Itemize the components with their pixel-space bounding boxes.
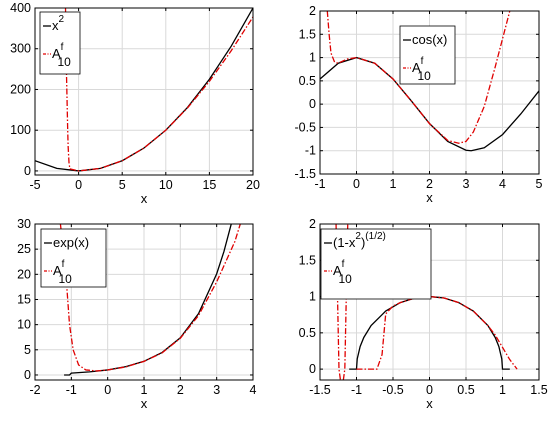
- y-tick-label: 200: [10, 82, 31, 96]
- y-tick-label: 2: [309, 217, 316, 231]
- x-axis-label: x: [141, 396, 148, 411]
- legend: exp(x) Af 10: [40, 228, 107, 288]
- chart-panel-semicircle: -1.5 -1 -0.5 0 0.5 1 1.5 0 0.5 1 1.5 2 x (1-x2)(1/2) A…: [299, 217, 548, 411]
- y-tick-label: 0.5: [299, 74, 316, 88]
- y-tick-label: 0: [309, 97, 316, 111]
- x-tick-label: 2: [177, 383, 184, 397]
- legend-box: [39, 11, 81, 75]
- x-tick-label: 1: [141, 383, 148, 397]
- x-tick-label: 20: [246, 178, 260, 192]
- chart-panel-exponential: -2 -1 0 1 2 3 4 0 5 10 15 20 25 30 x exp(x) Af 10: [17, 217, 256, 411]
- y-tick-label: 20: [17, 267, 31, 281]
- y-tick-label: 10: [17, 318, 31, 332]
- legend-label: cos(x): [412, 32, 447, 47]
- y-tick-label: 300: [10, 42, 31, 56]
- x-tick-label: -5: [29, 178, 40, 192]
- x-tick-label: 4: [250, 383, 257, 397]
- series-line: [35, 8, 253, 172]
- x-tick-label: 10: [159, 178, 173, 192]
- x-tick-label: 0: [104, 383, 111, 397]
- y-tick-label: 1: [309, 290, 316, 304]
- x-axis-label: x: [141, 191, 148, 206]
- y-tick-label: 30: [17, 217, 31, 231]
- legend-label: x2: [52, 14, 65, 33]
- y-tick-label: -1.5: [294, 167, 316, 181]
- x-tick-label: -2: [29, 383, 40, 397]
- y-tick-label: 0: [309, 362, 316, 376]
- plot-frame: [34, 7, 254, 176]
- legend-box: [320, 228, 432, 300]
- x-tick-label: 2: [426, 177, 433, 191]
- x-tick-label: 3: [463, 177, 470, 191]
- x-axis-label: x: [426, 190, 433, 205]
- legend: cos(x) Af 10: [399, 25, 456, 85]
- y-tick-label: 5: [24, 343, 31, 357]
- y-tick-label: 0: [24, 368, 31, 382]
- legend-label: Af 10: [53, 259, 72, 286]
- series-line: [326, 11, 511, 144]
- legend-box: [399, 25, 456, 85]
- y-tick-label: 0.5: [299, 326, 316, 340]
- x-tick-label: 0: [75, 178, 82, 192]
- x-tick-label: 0: [353, 177, 360, 191]
- x-tick-label: 15: [202, 178, 216, 192]
- legend: (1-x2)(1/2) Af 10: [320, 228, 432, 300]
- x-tick-label: 1: [499, 383, 506, 397]
- x-tick-label: 3: [213, 383, 220, 397]
- y-tick-label: 400: [10, 1, 31, 15]
- legend-label: (1-x2)(1/2): [333, 231, 386, 250]
- y-tick-label: -1: [305, 144, 316, 158]
- x-tick-label: -1: [66, 383, 77, 397]
- legend: x2 Af 10: [39, 11, 81, 75]
- series-line: [59, 224, 241, 372]
- x-tick-label: 5: [536, 177, 543, 191]
- x-axis-label: x: [426, 396, 433, 411]
- y-tick-label: 25: [17, 242, 31, 256]
- x-tick-label: -1.5: [309, 383, 331, 397]
- y-tick-label: 1.5: [299, 253, 316, 267]
- y-tick-label: 2: [309, 4, 316, 18]
- legend-label: Af 10: [412, 56, 431, 83]
- legend-label: Af 10: [333, 259, 352, 286]
- x-tick-label: 1: [390, 177, 397, 191]
- y-tick-label: 100: [10, 123, 31, 137]
- legend-label: exp(x): [53, 235, 89, 250]
- x-tick-label: -1: [351, 383, 362, 397]
- x-tick-label: 5: [119, 178, 126, 192]
- x-tick-label: 4: [499, 177, 506, 191]
- y-tick-label: 0: [24, 164, 31, 178]
- legend-box: [40, 228, 107, 288]
- y-tick-label: 1.5: [299, 27, 316, 41]
- x-tick-label: 0: [426, 383, 433, 397]
- series-line: [64, 8, 253, 172]
- y-tick-label: -0.5: [294, 120, 316, 134]
- x-tick-label: -1: [314, 177, 325, 191]
- x-tick-label: 0.5: [457, 383, 474, 397]
- y-tick-label: 15: [17, 292, 31, 306]
- x-tick-label: -0.5: [382, 383, 404, 397]
- y-tick-label: 1: [309, 51, 316, 65]
- legend-label: Af 10: [52, 42, 71, 69]
- x-tick-label: 1.5: [530, 383, 547, 397]
